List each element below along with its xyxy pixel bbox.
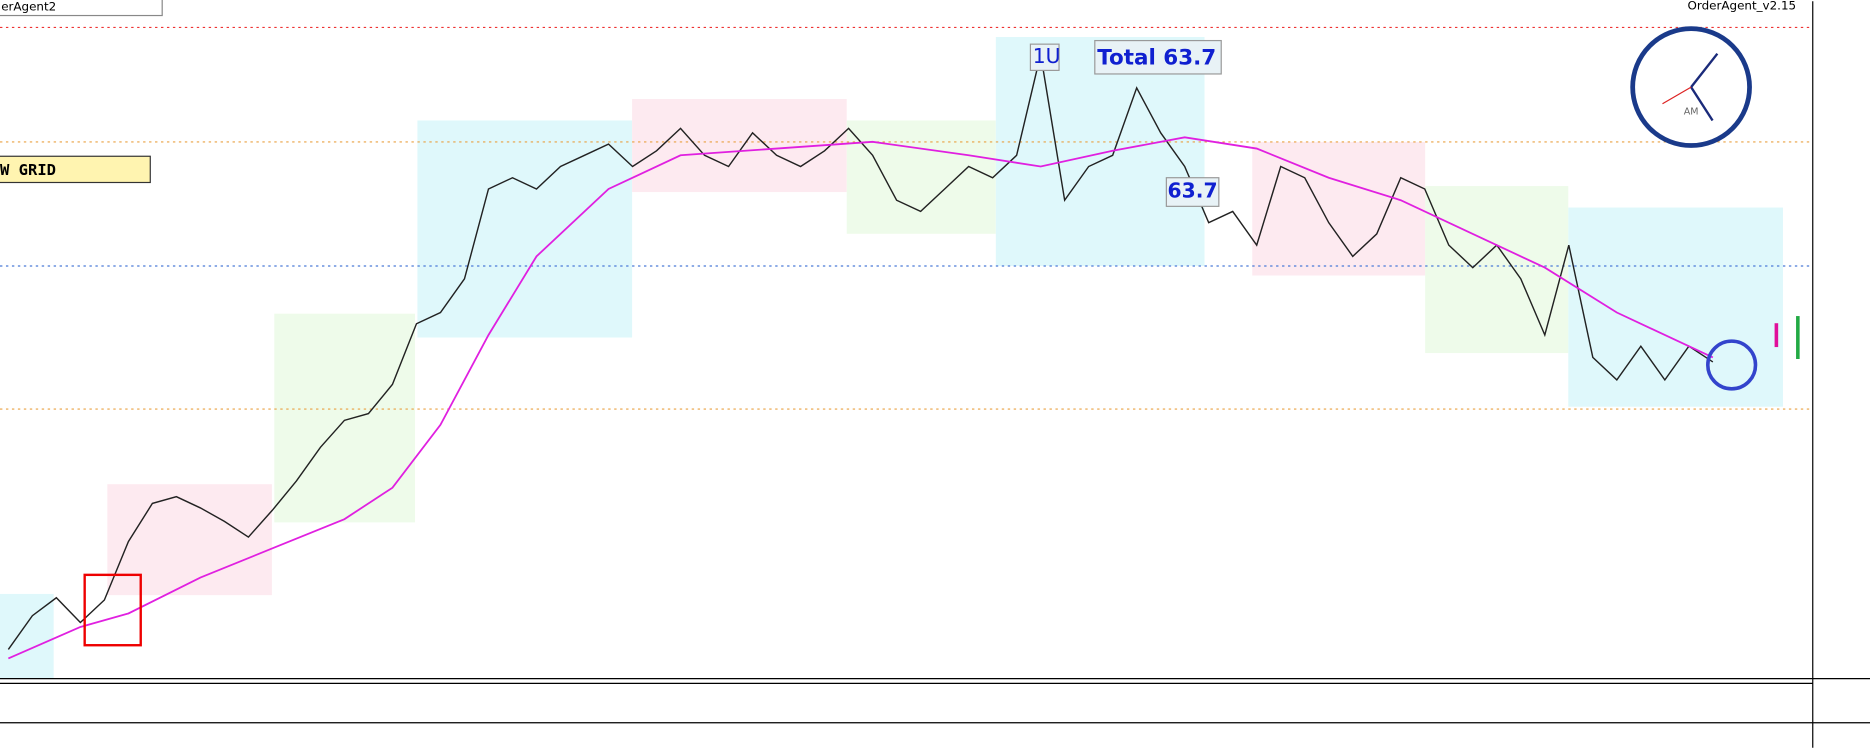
session-box [846,120,996,234]
profit-label: 63.7 [1168,179,1218,203]
session-box [274,313,416,523]
total-label: Total 63.7 [1097,45,1216,70]
marker [1774,323,1779,348]
clock-period: AM [1684,107,1699,118]
clock: AM [1630,26,1752,148]
session-box [107,484,272,596]
session-boxes [0,26,1813,679]
series [7,54,1714,660]
toolbar[interactable] [0,155,151,184]
session-box [1568,207,1783,407]
moving-average [7,136,1714,660]
session-box [0,593,54,679]
window-title: erAgent2 [1,0,56,14]
clock-hand [1690,86,1714,122]
session-box [995,36,1205,266]
marker [1796,316,1800,359]
clock-hand [1690,52,1719,88]
toolbar-label: W GRID [0,161,56,179]
title-box [0,0,163,17]
highlight-box [83,573,142,647]
session-box [1252,141,1426,276]
ea-title: OrderAgent_v2.15 [1688,0,1797,12]
annotation-box [1029,43,1060,71]
marker-label: 1U [1033,44,1061,68]
session-box [1425,186,1569,354]
highlight-circle [1706,339,1758,391]
session-box [417,120,633,338]
annotation-box [1165,177,1220,207]
clock-hand [1662,86,1692,105]
annotation-box [1094,39,1222,75]
